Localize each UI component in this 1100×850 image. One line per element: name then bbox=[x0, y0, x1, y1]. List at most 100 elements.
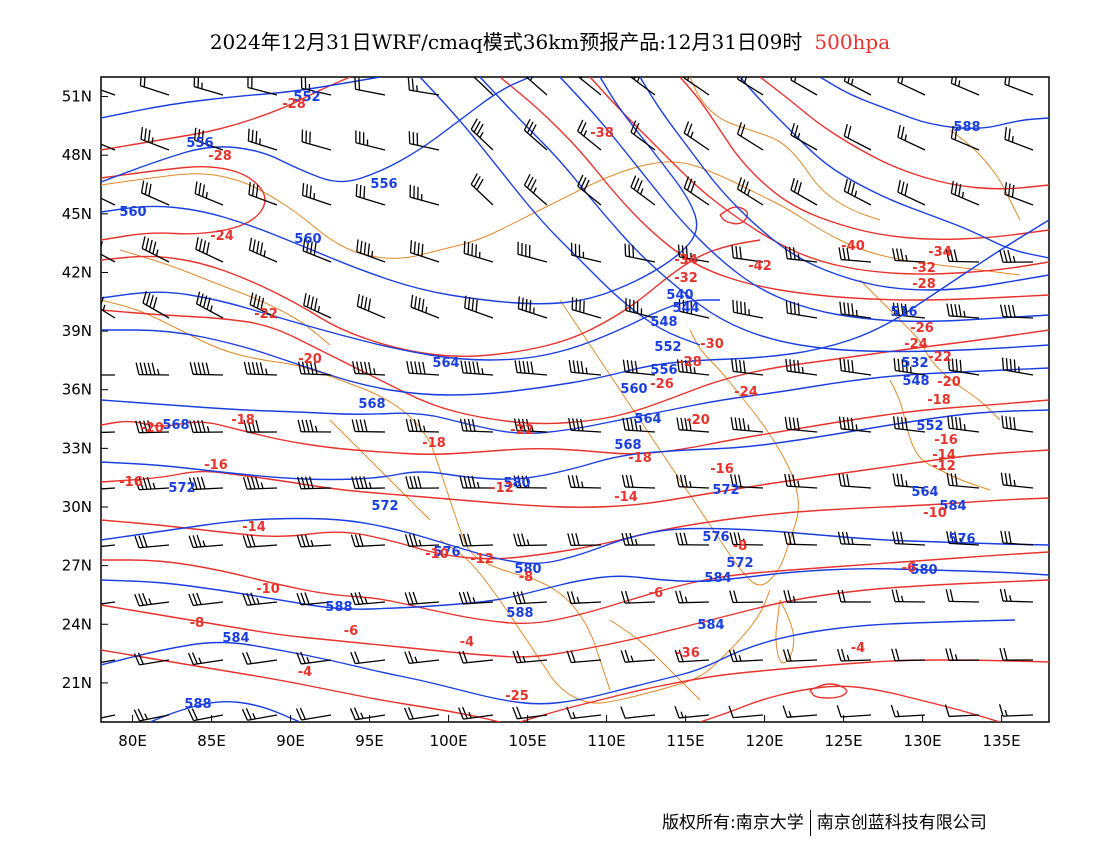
wind-barb bbox=[470, 118, 494, 151]
wind-barb bbox=[297, 419, 332, 433]
wind-barb bbox=[517, 241, 548, 263]
height-contour-label: 568 bbox=[358, 397, 385, 412]
wind-barb bbox=[944, 704, 980, 718]
height-contour-label: 576 bbox=[702, 530, 729, 545]
wind-barb bbox=[410, 294, 440, 319]
wind-barb bbox=[731, 245, 764, 263]
footer-divider bbox=[809, 810, 811, 836]
wind-barb bbox=[241, 708, 278, 721]
wind-barb bbox=[999, 250, 1034, 263]
wind-barb bbox=[242, 534, 278, 548]
wind-barb bbox=[577, 174, 602, 206]
map-frame bbox=[100, 76, 1050, 723]
temperature-contour-label: -16 bbox=[710, 462, 734, 477]
temperature-contour-label: -24 bbox=[210, 229, 234, 244]
height-contour-label: 532 bbox=[901, 356, 928, 371]
wind-barb bbox=[296, 592, 332, 606]
wind-barb bbox=[523, 173, 548, 206]
temperature-contour-label: -8 bbox=[733, 539, 747, 554]
height-contour-line bbox=[419, 77, 701, 346]
wind-barb bbox=[247, 77, 278, 96]
copyright-text: 版权所有:南京大学 bbox=[662, 813, 804, 833]
wind-barb bbox=[297, 361, 332, 376]
wind-barb bbox=[405, 475, 440, 489]
boundary-line bbox=[609, 619, 701, 701]
wind-barb bbox=[622, 417, 656, 433]
wind-barb bbox=[785, 358, 818, 376]
wind-barb bbox=[1001, 415, 1034, 433]
wind-barb bbox=[620, 706, 656, 719]
wind-barb bbox=[134, 593, 170, 607]
wind-barb bbox=[302, 238, 332, 263]
wind-barb bbox=[736, 122, 764, 151]
wind-barb bbox=[517, 296, 548, 319]
wind-barb bbox=[351, 476, 386, 490]
height-contour-label: 556 bbox=[370, 177, 397, 192]
wind-barb bbox=[188, 592, 224, 607]
title-text: 2024年12月31日WRF/cmaq模式36km预报产品:12月31日09时 bbox=[209, 30, 803, 54]
wind-barb bbox=[470, 173, 494, 206]
temperature-contour-label: -40 bbox=[841, 239, 865, 254]
wind-barb bbox=[513, 475, 548, 489]
wind-barb bbox=[101, 89, 116, 96]
boundary-line bbox=[889, 379, 991, 491]
height-contour-label: 516 bbox=[890, 305, 917, 320]
wind-barb bbox=[950, 125, 980, 151]
temperature-contour-line bbox=[101, 579, 1049, 658]
wind-barb bbox=[406, 360, 440, 376]
height-contour-label: 548 bbox=[902, 374, 929, 389]
wind-barb bbox=[458, 706, 494, 720]
wind-barb bbox=[782, 705, 818, 718]
wind-barb bbox=[891, 648, 926, 662]
temperature-contour-label: -4 bbox=[298, 665, 312, 680]
lon-tick-label: 135E bbox=[983, 732, 1021, 750]
height-contour-label: 576 bbox=[948, 532, 975, 547]
wind-barb bbox=[1000, 530, 1034, 546]
wind-barb bbox=[194, 181, 224, 206]
temperature-contour-label: -22 bbox=[254, 307, 278, 322]
wind-barb bbox=[187, 708, 224, 722]
temperature-contour-label: -12 bbox=[490, 481, 514, 496]
temperature-contour-line bbox=[101, 649, 501, 722]
wind-barb bbox=[409, 184, 440, 206]
wind-barb bbox=[101, 430, 116, 434]
wind-barb bbox=[242, 592, 278, 606]
wind-barb bbox=[838, 247, 872, 263]
height-contour-label: 564 bbox=[911, 485, 938, 500]
height-contour-label: 564 bbox=[634, 412, 661, 427]
wind-barb bbox=[101, 372, 116, 376]
height-contour-label: 572 bbox=[168, 481, 195, 496]
wind-barb bbox=[837, 589, 872, 603]
wind-barb bbox=[101, 296, 116, 319]
wind-barb bbox=[946, 303, 980, 319]
height-contours bbox=[101, 77, 1049, 722]
wind-barb bbox=[566, 706, 602, 720]
temperature-contour-label: -8 bbox=[519, 570, 533, 585]
lat-tick-label: 36N bbox=[62, 381, 92, 399]
temperature-contour-label: -14 bbox=[242, 520, 266, 535]
longitude-axis: 80E 85E 90E 95E 100E 105E 110E 115E 120E 125E 130E… bbox=[118, 715, 1021, 750]
lon-tick-label: 120E bbox=[746, 732, 784, 750]
wind-barb bbox=[460, 360, 494, 376]
wind-barb bbox=[838, 416, 872, 433]
wind-barb bbox=[512, 706, 548, 720]
height-contour-line bbox=[101, 77, 381, 119]
lat-tick-label: 24N bbox=[62, 615, 92, 633]
height-contour-label: 580 bbox=[503, 476, 530, 491]
temperature-contour-label: -10 bbox=[425, 547, 449, 562]
temperature-contour-label: -20 bbox=[298, 352, 322, 367]
lon-tick-label: 110E bbox=[588, 732, 626, 750]
height-contour-label: 556 bbox=[186, 136, 213, 151]
wind-barb bbox=[513, 418, 548, 433]
boundary-line bbox=[859, 279, 1001, 421]
wind-barb bbox=[783, 531, 818, 546]
wind-barb bbox=[630, 77, 656, 96]
wind-barb bbox=[134, 535, 170, 549]
temperature-contour-label: -38 bbox=[590, 126, 614, 141]
wind-barb bbox=[675, 590, 710, 604]
temperature-contour-label: -36 bbox=[676, 646, 700, 661]
lon-tick-label: 130E bbox=[904, 732, 942, 750]
lat-tick-label: 45N bbox=[62, 205, 92, 223]
wind-barb bbox=[843, 123, 872, 151]
wind-barb bbox=[243, 419, 278, 433]
